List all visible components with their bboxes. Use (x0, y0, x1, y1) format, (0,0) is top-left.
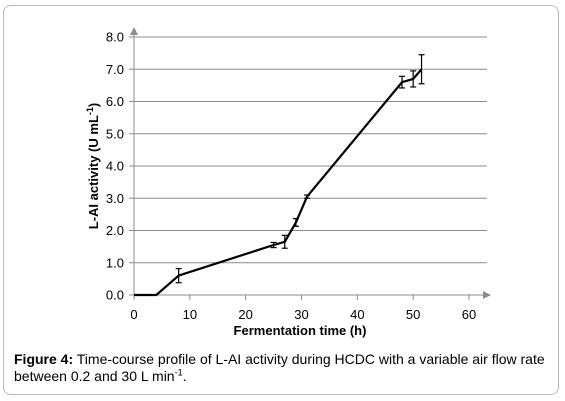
error-bars (175, 54, 425, 284)
y-axis-title: L-AI activity (U mL-1) (85, 103, 101, 229)
caption-label: Figure 4: (14, 351, 74, 367)
y-axis-arrow (130, 27, 138, 35)
x-axis-title: Fermentation time (h) (234, 323, 367, 338)
x-tick-label-3: 30 (294, 307, 308, 322)
x-tick-label-6: 60 (462, 307, 476, 322)
figure-caption: Figure 4: Time-course profile of L-AI ac… (14, 351, 552, 385)
y-tick-label-8: 8.0 (106, 30, 124, 45)
y-tick-label-1: 1.0 (106, 255, 124, 270)
x-tick-label-5: 50 (406, 307, 420, 322)
x-tick-label-2: 20 (238, 307, 252, 322)
x-tick-label-4: 40 (350, 307, 364, 322)
y-axis-title-main: L-AI activity (U mL (86, 115, 101, 229)
y-tick-label-6: 6.0 (106, 94, 124, 109)
axes (129, 27, 491, 300)
figure-frame (3, 5, 559, 395)
caption-text: Time-course profile of L-AI activity dur… (14, 351, 545, 384)
y-tick-label-0: 0.0 (106, 288, 124, 303)
caption-sup: -1 (174, 367, 183, 378)
x-tick-label-1: 10 (183, 307, 197, 322)
gridlines (134, 36, 487, 264)
error-bar-0-9 (418, 54, 425, 85)
x-axis-arrow (483, 291, 491, 299)
line-chart: 0.0 1.0 2.0 3.0 4.0 5.0 6.0 7.0 8.0 0 10 20 30 40 50 6… (85, 27, 491, 338)
y-tick-label-2: 2.0 (106, 223, 124, 238)
x-tick-labels: 0 10 20 30 40 50 60 (130, 307, 476, 322)
y-axis-title-close: ) (86, 103, 101, 107)
y-tick-label-5: 5.0 (106, 126, 124, 141)
series-line (134, 68, 423, 297)
y-tick-label-7: 7.0 (106, 62, 124, 77)
caption-end: . (182, 368, 187, 384)
y-tick-label-3: 3.0 (106, 191, 124, 206)
y-tick-label-4: 4.0 (106, 159, 124, 174)
y-axis-title-sup: -1 (85, 107, 95, 115)
x-tick-label-0: 0 (130, 307, 137, 322)
y-tick-labels: 0.0 1.0 2.0 3.0 4.0 5.0 6.0 7.0 8.0 (106, 30, 124, 303)
